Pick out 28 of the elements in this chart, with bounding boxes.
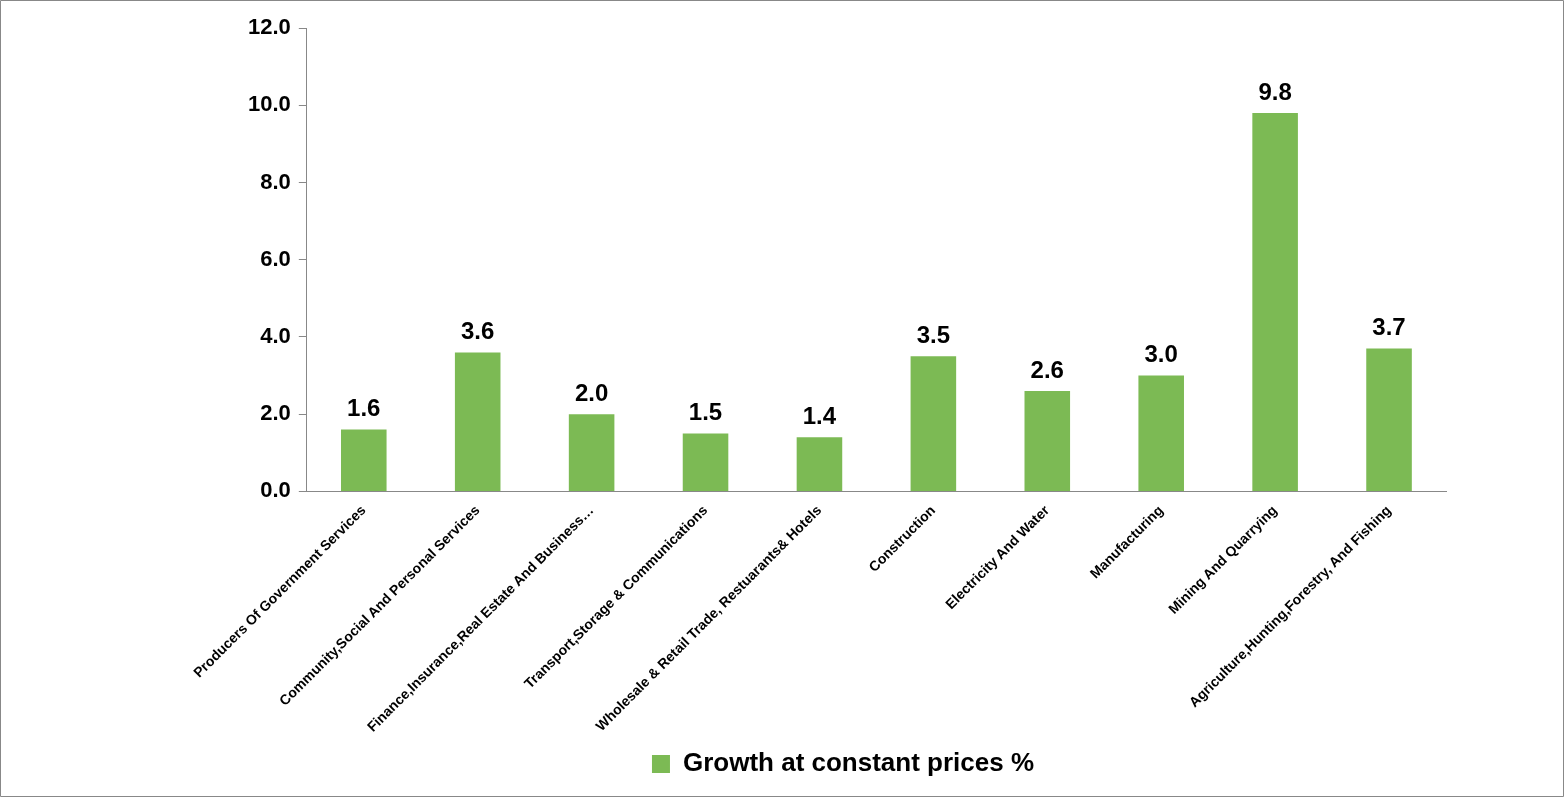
y-tick-label: 12.0 (247, 14, 291, 40)
data-label: 1.5 (688, 398, 723, 426)
y-tick-label: 8.0 (260, 168, 291, 194)
y-tick-label: 2.0 (260, 400, 291, 426)
bar (568, 414, 615, 491)
bar (454, 352, 501, 491)
data-label: 2.6 (1030, 355, 1064, 383)
bar (1252, 112, 1298, 491)
data-label: 2.0 (574, 378, 609, 406)
data-label: 3.5 (916, 320, 951, 348)
bar (1366, 348, 1412, 491)
y-tick-label: 6.0 (260, 245, 291, 271)
bar (340, 429, 387, 491)
legend-label: Growth at constant prices % (682, 747, 1035, 778)
data-label: 1.4 (802, 401, 837, 429)
data-label: 3.7 (1372, 313, 1406, 341)
bar (682, 433, 729, 491)
data-label: 9.8 (1258, 77, 1292, 105)
data-label: 3.0 (1144, 340, 1178, 368)
bar (796, 437, 843, 491)
bar (910, 356, 957, 491)
y-tick-label: 0.0 (260, 477, 291, 503)
y-tick-label: 10.0 (247, 91, 291, 117)
y-tick-label: 4.0 (260, 323, 291, 348)
bar (1138, 375, 1184, 491)
data-label: 1.6 (347, 394, 381, 422)
bar (1024, 391, 1071, 491)
data-label: 3.6 (461, 317, 495, 345)
